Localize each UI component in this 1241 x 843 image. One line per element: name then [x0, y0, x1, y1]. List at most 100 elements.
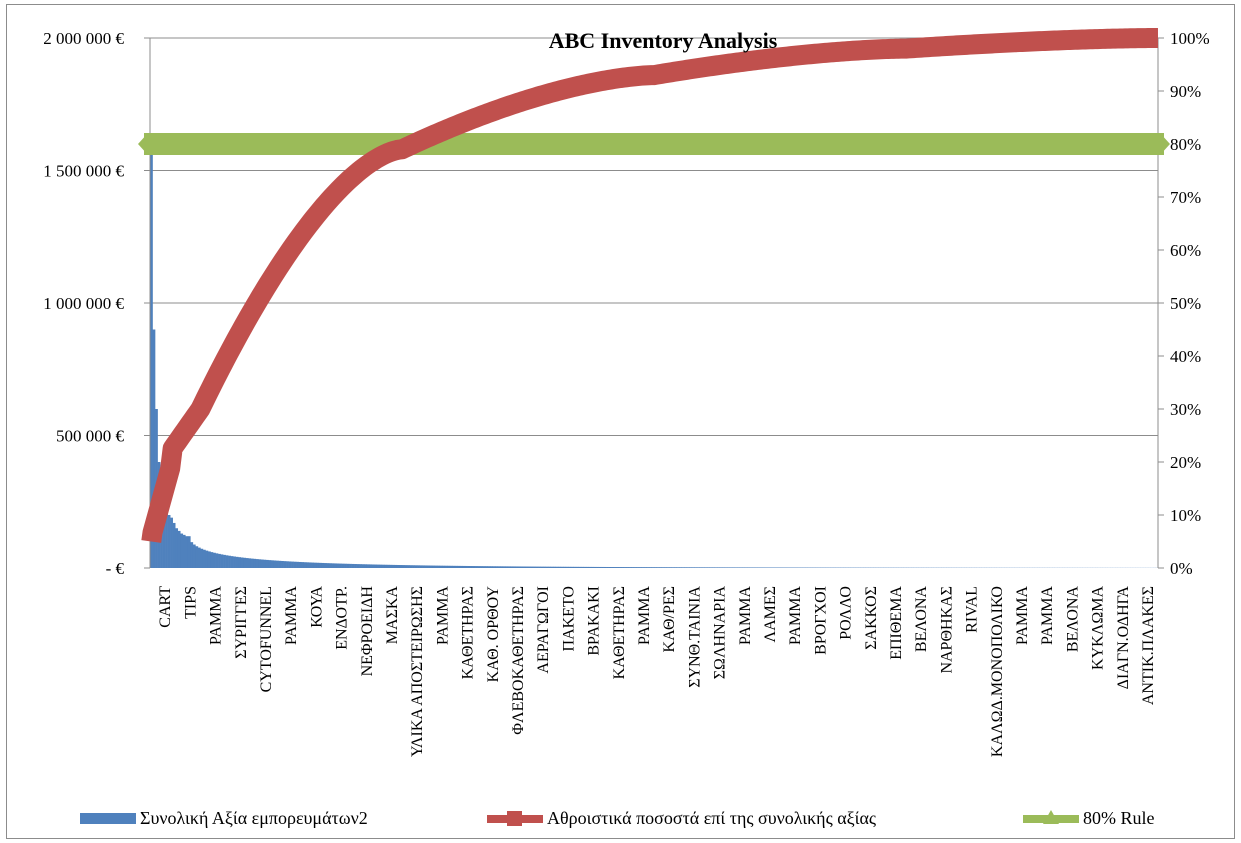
value-bar	[717, 567, 720, 568]
y-left-tick-label: - €	[106, 559, 125, 578]
value-bar	[495, 566, 499, 568]
x-category-label: ΣΑΚΚΟΣ	[863, 586, 880, 650]
y-left-tick-label: 1 500 000 €	[43, 162, 124, 181]
value-bar	[643, 567, 647, 568]
x-category-label: ΛΑΜΕΣ	[762, 586, 779, 642]
value-bar	[245, 558, 249, 568]
y-right-tick-label: 0%	[1170, 559, 1193, 578]
value-bar	[182, 534, 186, 568]
value-bar	[467, 565, 471, 568]
value-bar	[764, 567, 768, 568]
value-bar	[316, 562, 320, 568]
value-bar	[213, 552, 216, 568]
x-category-label: ΒΡΑΚΑΚΙ	[586, 586, 603, 656]
eighty-rule-end-marker	[1160, 133, 1170, 155]
value-bar	[578, 566, 582, 568]
value-bar	[641, 567, 645, 568]
x-category-label: ΚΥΚΛΩΜΑ	[1090, 586, 1107, 670]
value-bar	[389, 564, 393, 568]
x-category-label: ΚΑΘ/ΡΕΣ	[661, 586, 678, 652]
value-bar	[535, 566, 539, 568]
value-bar	[414, 565, 418, 568]
value-bar	[482, 566, 486, 568]
x-category-label: ΜΑΣΚΑ	[384, 586, 401, 645]
value-bar	[336, 563, 340, 568]
value-bar	[278, 560, 282, 568]
value-bar	[255, 559, 259, 568]
value-bar	[207, 551, 211, 568]
x-category-label: ΒΕΛΟΝΑ	[1064, 586, 1081, 653]
value-bar	[646, 567, 650, 568]
value-bar	[175, 528, 179, 568]
value-bar	[538, 566, 541, 568]
value-bar	[759, 567, 763, 568]
value-bar	[709, 567, 713, 568]
value-bar	[475, 566, 478, 568]
y-right-tick-label: 30%	[1170, 400, 1201, 419]
value-bar	[402, 565, 405, 568]
value-bar	[681, 567, 685, 568]
value-bar	[752, 567, 756, 568]
value-bar	[180, 533, 184, 568]
value-bar	[631, 567, 635, 568]
y-right-tick-label: 100%	[1170, 29, 1210, 48]
legend-label-total-value: Συνολική Αξία εμπορευμάτων2	[140, 808, 368, 828]
value-bar	[454, 565, 458, 568]
value-bar	[525, 566, 529, 568]
value-bar	[487, 566, 491, 568]
value-bar	[253, 558, 257, 568]
value-bar	[243, 557, 247, 568]
value-bar	[656, 567, 660, 568]
value-bar	[404, 565, 408, 568]
value-bar	[376, 564, 380, 568]
value-bar	[608, 567, 612, 568]
value-bar	[412, 565, 415, 568]
value-bar	[399, 565, 403, 568]
x-category-label: ΒΕΛΟΝΑ	[913, 586, 930, 653]
x-category-label: ΡΟΛΛΟ	[838, 586, 855, 640]
value-bar	[384, 564, 388, 568]
value-bar	[593, 566, 597, 568]
value-bar	[313, 562, 317, 568]
value-bar	[210, 552, 214, 568]
value-bar	[419, 565, 423, 568]
value-bar	[326, 563, 330, 568]
x-category-label: ΦΛΕΒΟΚΑΘΕΤΗΡΑΣ	[510, 586, 527, 735]
x-category-label: ΣΥΝΘ.ΤΑΙΝΙΑ	[686, 586, 703, 688]
value-bar	[674, 567, 677, 568]
value-bar	[769, 567, 773, 568]
value-bar	[361, 564, 365, 568]
x-category-label: ΡΑΜΜΑ	[636, 586, 653, 645]
value-bar	[757, 567, 761, 568]
value-bar	[457, 565, 461, 568]
y-right-tick-label: 50%	[1170, 294, 1201, 313]
x-category-label: ΠΑΚΕΤΟ	[560, 586, 577, 651]
value-bar	[318, 562, 322, 568]
value-bar	[737, 567, 740, 568]
x-category-label: CYTOFUNNEL	[258, 586, 275, 692]
value-bar	[409, 565, 413, 568]
y-right-tick-label: 70%	[1170, 188, 1201, 207]
value-bar	[638, 567, 642, 568]
value-bar	[704, 567, 708, 568]
value-bar	[611, 567, 614, 568]
x-category-label: ΡΑΜΜΑ	[434, 586, 451, 645]
x-category-label: ΑΕΡΑΓΩΓΟΙ	[535, 586, 552, 674]
value-bar	[449, 565, 453, 568]
value-bar	[530, 566, 534, 568]
value-bar	[585, 566, 589, 568]
y-left-tick-label: 1 000 000 €	[43, 294, 124, 313]
value-bar	[749, 567, 753, 568]
value-bar	[301, 562, 305, 568]
value-bar	[500, 566, 504, 568]
x-category-label: ΑΝΤΙΚ.ΠΛΑΚΕΣ	[1140, 586, 1157, 705]
grid-layer	[150, 37, 1158, 436]
value-bar	[636, 567, 640, 568]
value-bar	[477, 566, 481, 568]
x-category-label: ΣΩΛΗΝΑΡΙΑ	[712, 586, 729, 680]
value-bar	[432, 565, 436, 568]
value-bar	[308, 562, 312, 568]
value-bar	[356, 564, 360, 568]
value-bar	[747, 567, 751, 568]
value-bar	[580, 566, 584, 568]
